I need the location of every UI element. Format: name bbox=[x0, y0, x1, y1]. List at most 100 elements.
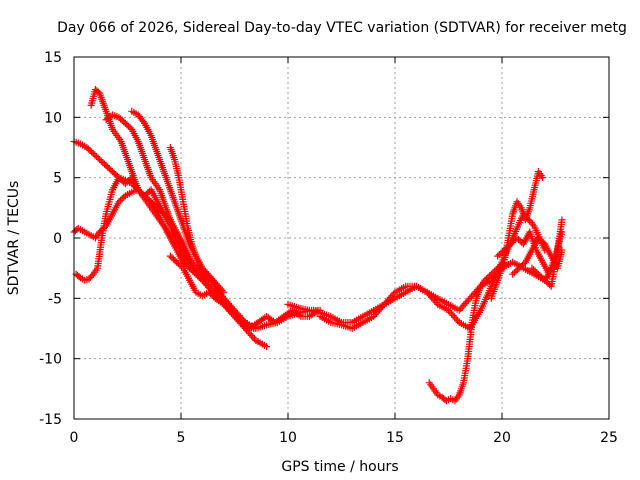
data-point-trail bbox=[478, 284, 494, 312]
data-point-trail bbox=[361, 308, 375, 319]
data-point-trail bbox=[117, 193, 128, 204]
data-point bbox=[263, 343, 271, 351]
data-point-trail bbox=[522, 265, 536, 277]
y-tick-labels: -15 -10 -5 0 5 10 15 bbox=[39, 50, 62, 428]
data-point-trail bbox=[156, 188, 167, 204]
data-point-trail bbox=[131, 176, 141, 192]
y-tick-label: 15 bbox=[44, 50, 62, 66]
data-point-trail bbox=[143, 164, 154, 180]
data-point-trail bbox=[201, 290, 211, 299]
data-point-trail bbox=[194, 290, 204, 299]
y-tick-label: -10 bbox=[39, 352, 62, 368]
series-track-1 bbox=[70, 137, 324, 332]
data-point-trail bbox=[135, 113, 147, 126]
data-point bbox=[96, 228, 104, 236]
data-point bbox=[539, 174, 547, 182]
data-point-trail bbox=[189, 266, 201, 277]
data-point-trail bbox=[111, 112, 121, 121]
x-tick-label: 5 bbox=[177, 430, 186, 446]
series-track-5 bbox=[102, 111, 211, 284]
data-point bbox=[121, 180, 129, 188]
series-track-14 bbox=[509, 234, 566, 278]
data-point-trail bbox=[168, 254, 179, 265]
data-point-trail bbox=[230, 308, 243, 324]
data-point-trail bbox=[110, 169, 121, 180]
data-point-trail bbox=[446, 308, 462, 325]
y-tick-label: 0 bbox=[53, 231, 62, 247]
data-point-trail bbox=[153, 182, 162, 192]
data-point-trail bbox=[193, 254, 204, 270]
data-point-trail bbox=[161, 200, 171, 216]
data-point-trail bbox=[91, 151, 102, 162]
data-point-trail bbox=[188, 242, 199, 258]
data-point-trail bbox=[72, 138, 82, 147]
data-point-trail bbox=[152, 146, 163, 162]
data-point bbox=[83, 144, 91, 151]
data-point-trail bbox=[110, 200, 122, 216]
data-point-trail bbox=[361, 314, 375, 325]
data-point-trail bbox=[440, 394, 449, 404]
x-tick-label: 25 bbox=[600, 430, 618, 446]
data-point-trail bbox=[153, 212, 162, 222]
data-point-trail bbox=[118, 139, 129, 156]
data-point-trail bbox=[542, 278, 554, 289]
x-tick-label: 20 bbox=[493, 430, 511, 446]
data-point-trail bbox=[447, 302, 461, 313]
data-point bbox=[89, 150, 97, 158]
data-point-trail bbox=[123, 121, 134, 132]
data-point-trail bbox=[222, 302, 235, 313]
data-point-trail bbox=[350, 314, 365, 325]
series-track-8 bbox=[166, 252, 322, 332]
data-point-trail bbox=[148, 188, 160, 204]
data-point bbox=[487, 270, 495, 278]
data-point-trail bbox=[161, 224, 171, 234]
data-point-trail bbox=[93, 230, 102, 240]
data-point-trail bbox=[273, 314, 286, 325]
data-point-trail bbox=[157, 218, 166, 228]
y-tick-label: 5 bbox=[53, 171, 62, 187]
data-point-trail bbox=[290, 308, 303, 319]
data-point-trail bbox=[117, 175, 128, 186]
data-point-trail bbox=[123, 175, 134, 186]
data-point-trail bbox=[436, 302, 450, 313]
data-point-trail bbox=[522, 206, 533, 222]
data-point-trail bbox=[114, 133, 124, 143]
data-point-trail bbox=[457, 296, 472, 313]
data-point bbox=[513, 234, 521, 242]
data-point-trail bbox=[126, 164, 137, 180]
data-point-trail bbox=[206, 290, 218, 301]
data-point-trail bbox=[196, 271, 209, 283]
data-point-trail bbox=[135, 139, 146, 156]
data-point-trail bbox=[350, 320, 365, 331]
data-point-trail bbox=[94, 236, 105, 270]
data-point-trail bbox=[139, 152, 150, 168]
x-tick-label: 15 bbox=[386, 430, 404, 446]
data-point bbox=[500, 246, 508, 254]
data-point-trail bbox=[130, 109, 140, 118]
data-point-trail bbox=[148, 133, 159, 149]
data-point-trail bbox=[173, 236, 184, 252]
data-point-trail bbox=[142, 121, 154, 137]
data-point bbox=[528, 264, 536, 272]
data-point-trail bbox=[318, 310, 333, 320]
data-point bbox=[188, 264, 196, 272]
data-point-trail bbox=[517, 260, 528, 271]
data-point bbox=[188, 258, 196, 266]
data-point-trail bbox=[103, 188, 116, 215]
data-point bbox=[115, 113, 123, 121]
data-point-trail bbox=[431, 387, 440, 397]
data-point-trail bbox=[478, 278, 487, 288]
data-point-trail bbox=[140, 194, 149, 204]
data-point bbox=[494, 264, 502, 272]
y-tick-label: -15 bbox=[39, 412, 62, 428]
data-point-trail bbox=[536, 170, 545, 180]
series-track-6 bbox=[128, 107, 228, 296]
data-point-trail bbox=[464, 321, 476, 360]
data-point-trail bbox=[178, 248, 189, 264]
data-point bbox=[370, 312, 378, 320]
data-point-trail bbox=[217, 290, 231, 306]
chart-title: Day 066 of 2026, Sidereal Day-to-day VTE… bbox=[57, 20, 627, 36]
data-point bbox=[507, 240, 515, 248]
data-point-trail bbox=[299, 312, 311, 320]
data-point bbox=[558, 216, 566, 224]
